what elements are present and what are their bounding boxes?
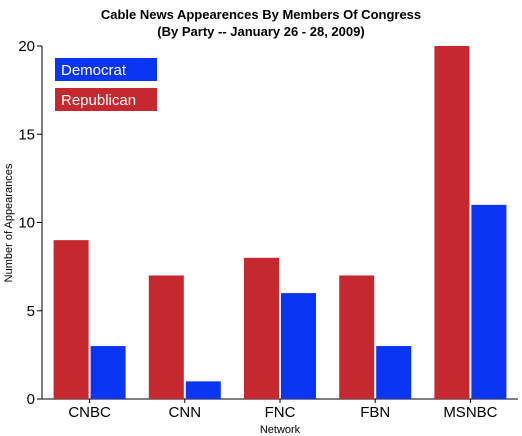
- y-tick-label: 5: [27, 303, 35, 320]
- legend-label-republican: Republican: [61, 92, 136, 109]
- y-axis-label: Number of Appearances: [3, 163, 15, 282]
- x-tick-label: CNBC: [68, 404, 111, 421]
- bar-republican-fnc: [244, 257, 279, 399]
- legend: Democrat Republican: [55, 58, 157, 111]
- legend-swatch-republican: [55, 88, 157, 111]
- bar-republican-cnbc: [53, 240, 89, 399]
- bar-republican-fbn: [339, 275, 375, 399]
- y-tick-label: 20: [18, 38, 35, 55]
- bar-democrat-msnbc: [471, 204, 507, 399]
- plot-area: 0 5 10 15 20 CNBC CNN FNC FBN MSNBC: [18, 38, 518, 421]
- bar-republican-msnbc: [434, 46, 470, 399]
- bar-democrat-fbn: [376, 346, 412, 399]
- y-tick-label: 15: [18, 126, 35, 143]
- bar-democrat-cnbc: [90, 346, 126, 399]
- bar-democrat-fnc: [281, 293, 316, 399]
- x-tick-label: FNC: [265, 404, 296, 421]
- legend-label-democrat: Democrat: [61, 62, 127, 79]
- x-tick-label: FBN: [360, 404, 390, 421]
- x-axis-label: Network: [260, 424, 301, 436]
- bar-republican-cnn: [148, 275, 184, 399]
- chart-subtitle: (By Party -- January 26 - 28, 2009): [157, 24, 365, 39]
- x-tick-label: MSNBC: [443, 404, 497, 421]
- chart-title: Cable News Appearences By Members Of Con…: [100, 7, 422, 22]
- x-tick-label: CNN: [169, 404, 202, 421]
- legend-swatch-democrat: [55, 58, 157, 81]
- chart-title-block: Cable News Appearences By Members Of Con…: [0, 6, 522, 40]
- bar-democrat-cnn: [185, 381, 221, 399]
- y-tick-label: 10: [18, 215, 35, 232]
- y-tick-label: 0: [27, 391, 35, 408]
